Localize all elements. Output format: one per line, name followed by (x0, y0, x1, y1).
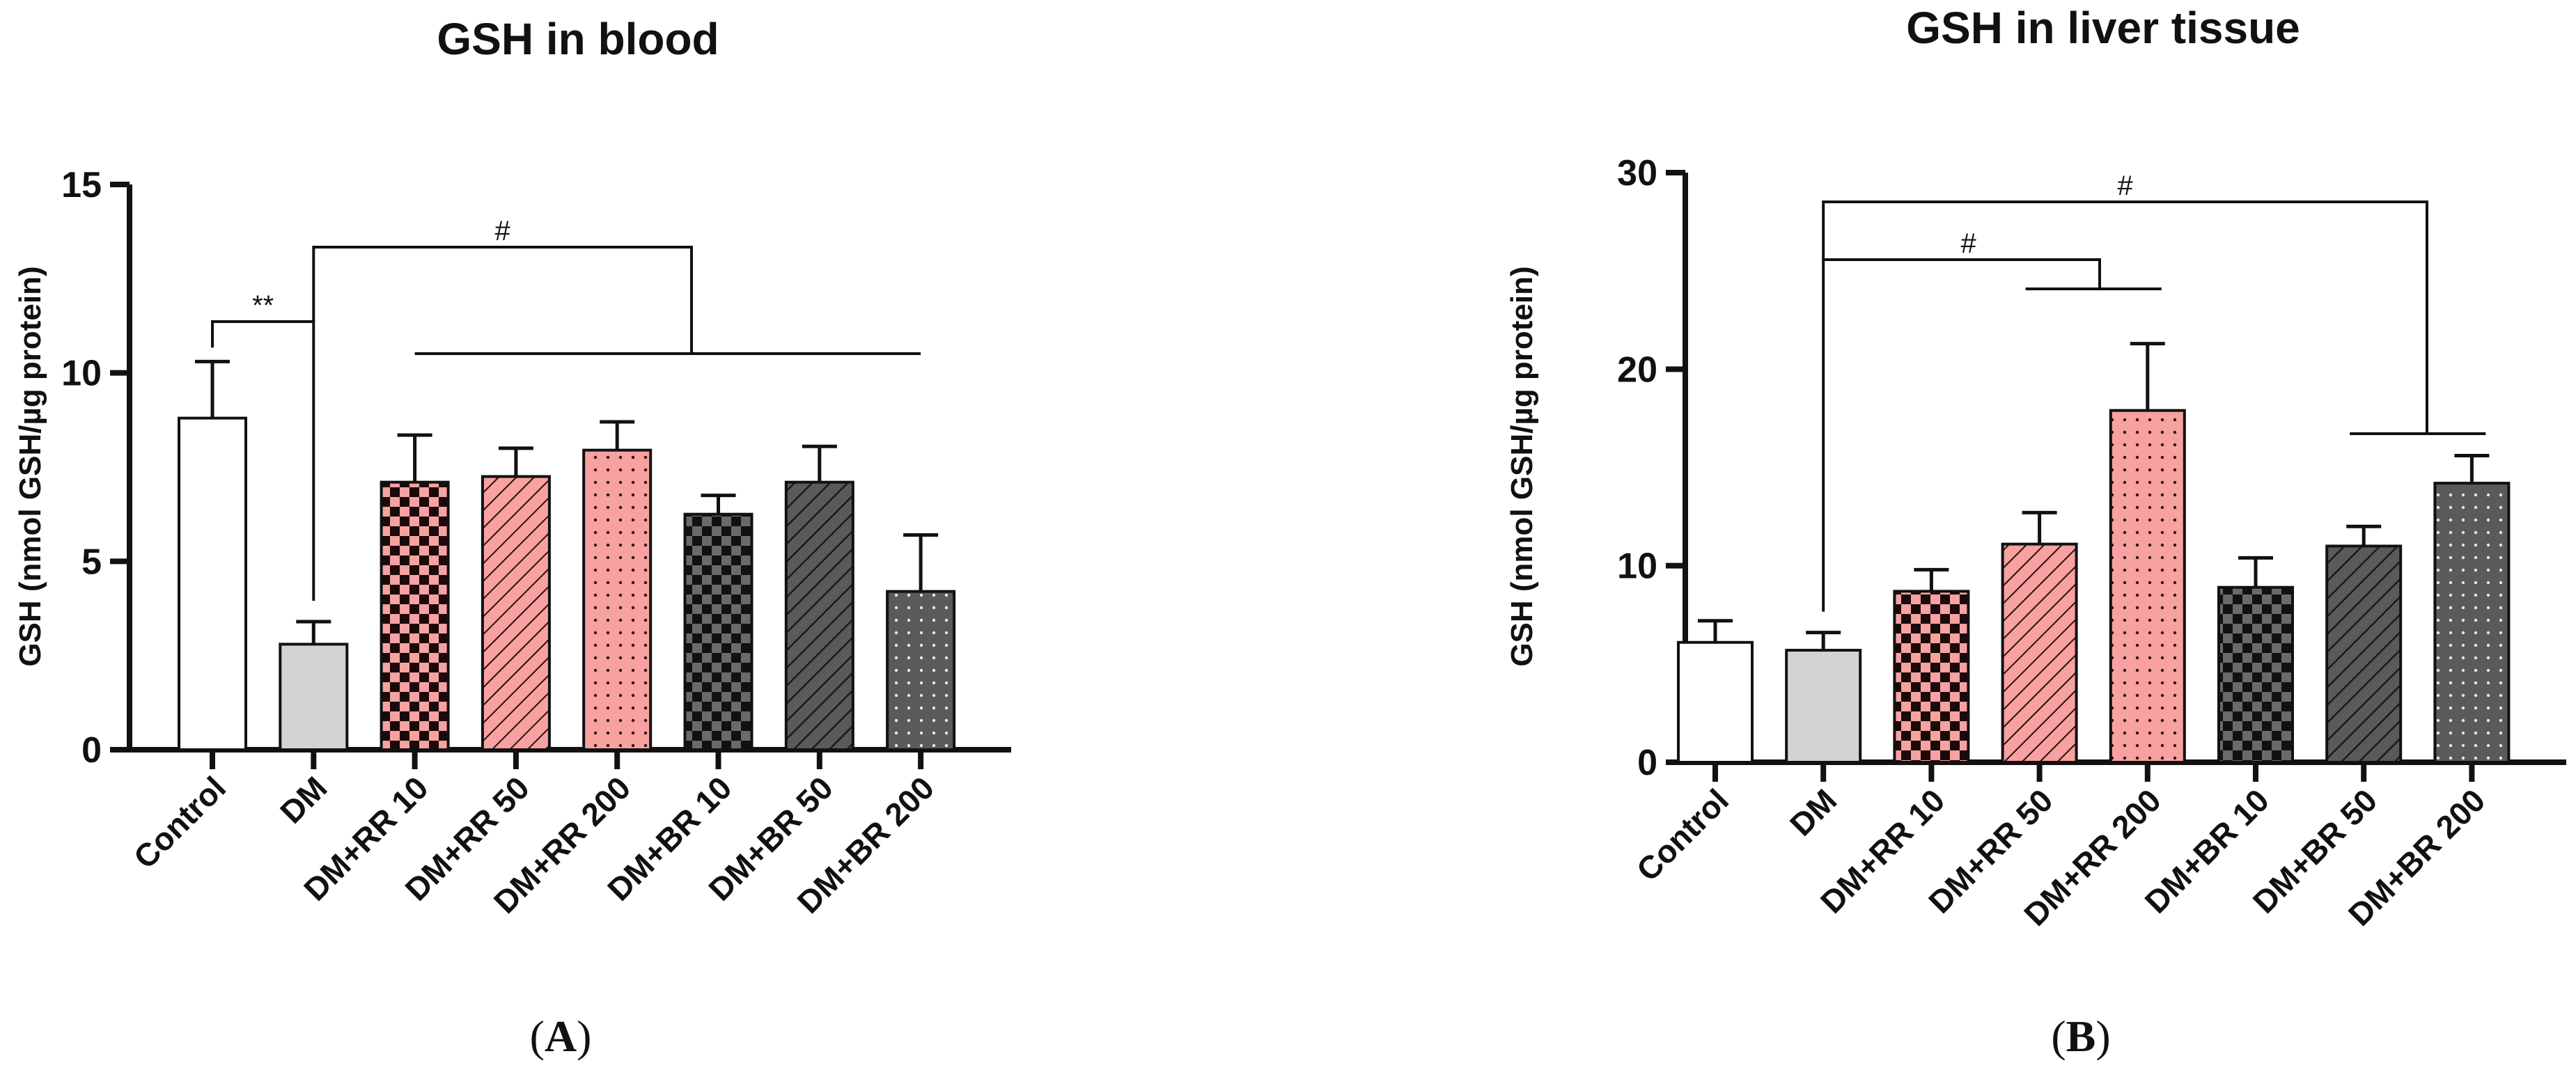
x-tick-label: DM (273, 769, 334, 830)
x-tick-label: DM (1783, 782, 1843, 842)
bar (1785, 649, 1862, 764)
chart-panel-b: GSH in liver tissue GSH (nmol GSH/µg prot… (1505, 3, 2566, 1061)
x-tick-label: Control (1630, 782, 1735, 888)
significance-label: # (1960, 228, 1976, 259)
bar (886, 590, 956, 752)
y-tick-label: 10 (61, 354, 102, 394)
bar (2109, 409, 2186, 764)
x-tick-label: Control (127, 769, 233, 875)
bar (2217, 585, 2294, 764)
significance-bracket (1822, 200, 2428, 434)
significance-label: # (2117, 171, 2133, 201)
chart-title: GSH in liver tissue (1906, 3, 2300, 53)
bar (683, 512, 754, 752)
bar (279, 643, 349, 752)
y-tick-label: 10 (1617, 546, 1657, 587)
y-axis-label: GSH (nmol GSH/µg protein) (13, 266, 47, 666)
bar (2325, 544, 2403, 764)
bar (784, 480, 854, 751)
significance-label: # (495, 216, 511, 246)
significance-label: ** (252, 290, 274, 321)
bar (380, 480, 450, 751)
chart-title: GSH in blood (437, 14, 719, 64)
bar (481, 475, 551, 751)
bar (2001, 542, 2078, 764)
panel-label: (A) (530, 1011, 592, 1061)
significance-bracket (312, 246, 693, 354)
y-tick-label: 0 (81, 730, 102, 771)
y-tick-label: 30 (1617, 153, 1657, 194)
panel-label: (B) (2051, 1011, 2110, 1061)
y-tick-label: 20 (1617, 349, 1657, 390)
bar (582, 448, 653, 751)
y-tick-label: 0 (1637, 743, 1657, 783)
chart-panel-a: GSH in blood GSH (nmol GSH/µg protein) 0 5 1… (13, 14, 1011, 1061)
bar (1893, 590, 1970, 764)
significance-bracket (211, 320, 315, 601)
bar (1677, 640, 1754, 764)
bar (2433, 482, 2511, 764)
y-tick-label: 15 (61, 165, 102, 205)
y-axis-label: GSH (nmol GSH/µg protein) (1505, 266, 1539, 666)
y-tick-label: 5 (81, 542, 102, 582)
bar (178, 416, 247, 751)
significance-bracket (1822, 258, 2101, 612)
